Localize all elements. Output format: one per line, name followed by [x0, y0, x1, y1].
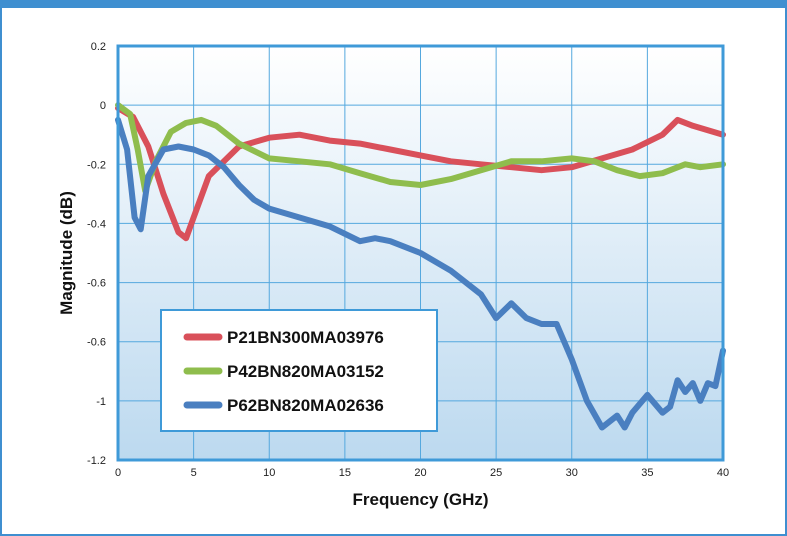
x-tick-label: 0	[115, 467, 121, 479]
x-tick-label: 30	[566, 467, 578, 479]
y-tick-label: -0.4	[87, 218, 106, 230]
legend: P21BN300MA03976 P42BN820MA03152 P62BN820MA…	[160, 309, 438, 432]
x-axis-label: Frequency (GHz)	[352, 490, 488, 509]
x-tick-label: 35	[641, 467, 653, 479]
y-tick-label: -0.2	[87, 159, 106, 171]
legend-label-3: P62BN820MA02636	[227, 396, 384, 415]
x-tick-label: 25	[490, 467, 502, 479]
x-tick-label: 10	[263, 467, 275, 479]
x-tick-label: 5	[191, 467, 197, 479]
y-axis-label: Magnitude (dB)	[57, 191, 76, 315]
x-tick-label: 20	[414, 467, 426, 479]
y-tick-label: -0.6	[87, 278, 106, 290]
series-line-3	[115, 116, 726, 431]
y-tick-label: 0	[100, 100, 106, 112]
legend-label-1: P21BN300MA03976	[227, 328, 384, 347]
legend-label-2: P42BN820MA03152	[227, 362, 384, 381]
plot-border	[116, 44, 725, 462]
x-tick-label: 40	[717, 467, 729, 479]
series-line-1	[115, 105, 726, 242]
y-tick-label: -1	[96, 396, 106, 408]
y-tick-label: -1.2	[87, 455, 106, 467]
y-tick-label: 0.2	[91, 41, 106, 53]
y-tick-label: -0.6	[87, 337, 106, 349]
x-tick-label: 15	[339, 467, 351, 479]
